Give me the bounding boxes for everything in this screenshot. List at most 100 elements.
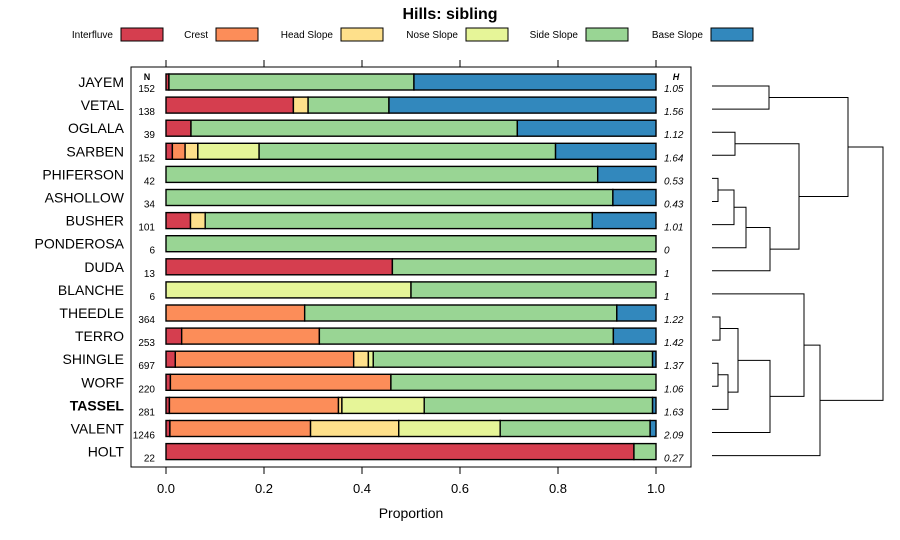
dendrogram-link xyxy=(820,146,884,401)
h-value: 1 xyxy=(664,292,670,303)
bar-row-valent: VALENT 1246 2.09 xyxy=(71,419,684,442)
bar-row-worf: WORF 220 1.06 xyxy=(81,373,684,395)
dendrogram-link xyxy=(769,97,849,197)
bar-segment-crest xyxy=(168,396,340,415)
h-value: 1.42 xyxy=(664,338,684,349)
bar-segment-interfluve xyxy=(165,350,177,368)
h-value: 1.05 xyxy=(664,84,684,95)
bar-segment-base-slope xyxy=(516,119,657,137)
x-tick-label: 0.4 xyxy=(353,481,371,496)
n-value: 101 xyxy=(138,223,155,234)
bar-row-holt: HOLT 22 0.27 xyxy=(88,442,684,465)
dendrogram xyxy=(712,85,884,457)
bar-segment-head-slope xyxy=(352,350,370,368)
legend-swatch-head-slope xyxy=(340,27,384,42)
h-value: 1.12 xyxy=(664,130,684,141)
series-label: TASSEL xyxy=(70,397,125,413)
bar-row-busher: BUSHER 101 1.01 xyxy=(66,211,683,234)
n-value: 39 xyxy=(144,130,156,141)
dendrogram-link xyxy=(712,293,805,397)
bar-segment-interfluve xyxy=(165,119,192,137)
bar-segment-base-slope xyxy=(651,396,657,415)
bar-segment-nose-slope xyxy=(197,142,260,161)
series-label: WORF xyxy=(81,374,124,390)
bar-segment-crest xyxy=(165,304,306,322)
n-value: 697 xyxy=(138,361,155,372)
n-value: 138 xyxy=(138,107,155,118)
dendrogram-link xyxy=(712,85,770,110)
bar-segment-head-slope xyxy=(292,96,309,114)
bar-row-vetal: VETAL 138 1.56 xyxy=(81,96,684,118)
bar-segment-crest xyxy=(169,419,312,438)
legend-label-crest: Crest xyxy=(184,30,208,41)
legend-label-side-slope: Side Slope xyxy=(530,30,579,41)
dendrogram-link xyxy=(712,206,747,249)
series-label: OGLALA xyxy=(68,120,125,136)
legend-swatch-interfluve xyxy=(120,27,164,42)
bar-segment-base-slope xyxy=(649,419,657,438)
h-value: 0.43 xyxy=(664,200,684,211)
h-value: 1.64 xyxy=(664,153,684,164)
bar-segment-base-slope xyxy=(413,73,657,91)
bar-segment-side-slope xyxy=(165,234,657,253)
h-column-header: H xyxy=(673,72,680,82)
h-value: 0.53 xyxy=(664,176,684,187)
bar-segment-side-slope xyxy=(390,373,657,391)
bar-segment-interfluve xyxy=(165,96,295,114)
bar-segment-side-slope xyxy=(499,419,651,438)
n-value: 42 xyxy=(144,176,156,187)
legend-label-base-slope: Base Slope xyxy=(652,30,704,41)
h-value: 1.63 xyxy=(664,407,684,418)
legend-swatch-base-slope xyxy=(710,27,754,42)
dendrogram-link xyxy=(712,359,771,433)
series-label: BLANCHE xyxy=(58,282,124,298)
bar-segment-base-slope xyxy=(388,96,657,114)
series-label: SARBEN xyxy=(66,143,124,159)
bar-segment-base-slope xyxy=(596,165,657,184)
bar-row-ponderosa: PONDEROSA 6 0 xyxy=(35,234,670,257)
dendrogram-link xyxy=(712,316,721,341)
bar-segment-side-slope xyxy=(258,142,557,161)
x-axis-label: Proportion xyxy=(379,505,444,521)
n-value: 34 xyxy=(144,200,156,211)
n-value: 13 xyxy=(144,269,156,280)
bar-segment-nose-slope xyxy=(398,419,501,438)
bar-segment-interfluve xyxy=(165,142,174,161)
series-label: SHINGLE xyxy=(63,351,124,367)
bar-segment-nose-slope xyxy=(341,396,425,415)
series-label: PHIFERSON xyxy=(42,166,124,182)
n-value: 281 xyxy=(138,407,155,418)
legend-label-interfluve: Interfluve xyxy=(72,30,114,41)
series-label: ASHOLLOW xyxy=(45,190,125,206)
bar-segment-side-slope xyxy=(410,281,657,299)
h-value: 0 xyxy=(664,246,670,257)
h-value: 1 xyxy=(664,269,670,280)
bar-segment-side-slope xyxy=(168,73,415,91)
n-value: 152 xyxy=(138,84,155,95)
bar-segment-side-slope xyxy=(372,350,654,368)
dendrogram-link xyxy=(720,328,739,393)
dendrogram-link xyxy=(712,131,736,156)
n-value: 364 xyxy=(138,315,155,326)
h-value: 1.06 xyxy=(664,384,684,395)
h-value: 1.01 xyxy=(664,223,683,234)
bar-segment-side-slope xyxy=(391,258,657,276)
bar-segment-interfluve xyxy=(165,211,192,230)
series-label: PONDEROSA xyxy=(35,236,125,252)
dendrogram-link xyxy=(712,177,719,202)
bar-segment-nose-slope xyxy=(165,281,412,299)
legend: Interfluve Crest Head Slope Nose Slope Side … xyxy=(72,27,754,42)
series-label: DUDA xyxy=(84,259,124,275)
x-tick-label: 0.8 xyxy=(549,481,567,496)
bar-segment-interfluve xyxy=(165,442,635,461)
series-label: VALENT xyxy=(71,421,125,437)
bar-segment-nose-slope xyxy=(367,350,374,368)
x-tick-label: 0.2 xyxy=(255,481,273,496)
bar-segment-base-slope xyxy=(612,188,657,207)
bar-segment-side-slope xyxy=(204,211,594,230)
bar-segment-base-slope xyxy=(651,350,657,368)
series-label: TERRO xyxy=(75,328,124,344)
bar-segment-side-slope xyxy=(633,442,657,461)
